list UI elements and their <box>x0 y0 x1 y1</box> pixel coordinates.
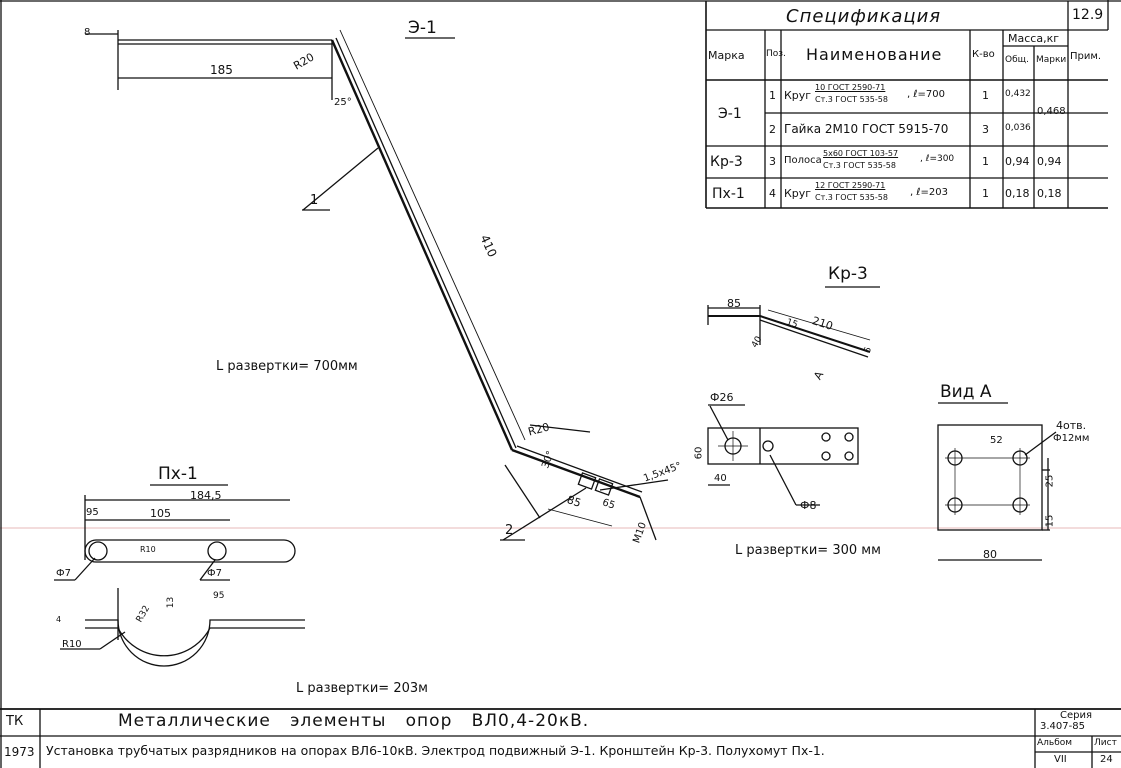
spec-row-poz: 1 <box>769 89 776 102</box>
spec-row-qty: 1 <box>982 155 989 168</box>
view-a-title: Вид А <box>940 382 992 402</box>
view-a-dim-52: 52 <box>990 435 1003 446</box>
e1-dim-185: 185 <box>210 63 233 77</box>
spec-row-mass-total: 0,432 <box>1005 89 1031 99</box>
spec-header-marka: Марка <box>708 49 745 62</box>
title-block-series-label: Серия <box>1060 710 1092 721</box>
kr3-dim-85: 85 <box>727 297 741 310</box>
px1-dim-1845: 184,5 <box>190 489 222 502</box>
spec-row-marka: Кр-3 <box>710 154 743 170</box>
view-a-dim-25: 25 <box>1044 474 1056 488</box>
spec-row-frac-top: 12 ГОСТ 2590-71 <box>815 181 886 190</box>
spec-title: Спецификация <box>786 6 942 27</box>
kr3-title: Кр-3 <box>828 264 868 284</box>
view-a-dim-80: 80 <box>983 548 997 561</box>
title-block-sheet-label: Лист <box>1094 738 1117 748</box>
px1-dim-95b: 95 <box>213 591 225 601</box>
title-block-year: 1973 <box>4 745 35 759</box>
spec-row-mass-total: 0,036 <box>1005 123 1031 133</box>
spec-header-mass-mark: Марки <box>1036 55 1067 65</box>
spec-row-frac-bottom: Ст.3 ГОСТ 535-58 <box>815 95 888 104</box>
px1-dim-4: 4 <box>56 615 62 624</box>
px1-dim-phi7-left: Ф7 <box>56 568 71 579</box>
title-block-series-value: 3.407-85 <box>1040 721 1085 732</box>
e1-pos-2: 2 <box>505 523 514 538</box>
spec-row-length: , ℓ=300 <box>920 154 955 164</box>
sheet-number: 12.9 <box>1072 7 1104 23</box>
spec-row-frac-top: 5х60 ГОСТ 103-57 <box>823 149 899 158</box>
spec-row-qty: 3 <box>982 123 989 136</box>
spec-row-poz: 4 <box>769 187 776 200</box>
spec-row-marka: Э-1 <box>718 106 742 122</box>
spec-row-name: Круг <box>784 187 812 200</box>
kr3-dim-40b: 40 <box>714 473 727 484</box>
kr3-dim-phi26: Ф26 <box>710 391 734 404</box>
kr3-unfold-length: L развертки= 300 мм <box>735 543 881 558</box>
spec-header-mass: Масса,кг <box>1008 32 1059 45</box>
spec-row-name: Полоса <box>784 155 822 166</box>
px1-title: Пх-1 <box>158 464 198 484</box>
spec-row-mass-total: 0,18 <box>1005 187 1030 200</box>
e1-pos-1: 1 <box>310 193 319 208</box>
px1-dim-13: 13 <box>166 596 177 609</box>
spec-row-frac-bottom: Ст.3 ГОСТ 535-58 <box>815 193 888 202</box>
e1-dim-angle: 25° <box>334 97 352 108</box>
title-block-tk: ТК <box>6 714 24 729</box>
spec-row-frac-top: 10 ГОСТ 2590-71 <box>815 83 886 92</box>
px1-dim-95: 95 <box>86 507 99 518</box>
spec-header-note: Прим. <box>1070 51 1102 62</box>
spec-row-name: Гайка 2М10 ГОСТ 5915-70 <box>784 122 949 136</box>
px1-unfold-length: L развертки= 203м <box>296 681 428 696</box>
view-a-holes-count: 4отв. <box>1056 419 1087 432</box>
title-block-sheet-value: 24 <box>1100 754 1113 765</box>
title-block-description: Установка трубчатых разрядников на опора… <box>46 743 825 758</box>
spec-header-mass-total: Общ. <box>1005 55 1029 65</box>
view-a-dim-15: 15 <box>1044 514 1056 528</box>
spec-header-name: Наименование <box>806 45 943 64</box>
spec-header-poz: Поз. <box>766 49 786 59</box>
kr3-dim-phi8: Ф8 <box>800 499 817 512</box>
kr3-dim-60: 60 <box>693 446 705 460</box>
px1-dim-105: 105 <box>150 507 171 520</box>
spec-row-qty: 1 <box>982 187 989 200</box>
spec-row-poz: 2 <box>769 123 776 136</box>
e1-unfold-length: L развертки= 700мм <box>216 359 358 374</box>
title-block-album-value: VII <box>1054 754 1067 765</box>
spec-row-marka: Пх-1 <box>712 186 745 202</box>
px1-dim-r10-bottom: R10 <box>62 639 82 650</box>
view-a-holes-diameter: Ф12мм <box>1053 433 1090 444</box>
title-block-main: Металлические элементы опор ВЛ0,4-20кВ. <box>118 711 590 731</box>
e1-title: Э-1 <box>408 18 437 38</box>
spec-row-mass-mark: 0,468 <box>1037 106 1066 117</box>
spec-row-length: , ℓ=700 <box>907 89 945 100</box>
spec-row-mass-total: 0,94 <box>1005 155 1030 168</box>
spec-row-qty: 1 <box>982 89 989 102</box>
spec-row-mass-mark: 0,94 <box>1037 155 1062 168</box>
px1-dim-phi7-right: Ф7 <box>207 568 222 579</box>
spec-row-name: Круг <box>784 89 812 102</box>
spec-row-poz: 3 <box>769 155 776 168</box>
title-block-album-label: Альбом <box>1037 738 1073 748</box>
spec-header-qty: К-во <box>972 49 995 60</box>
spec-row-length: , ℓ=203 <box>910 187 948 198</box>
spec-row-mass-mark: 0,18 <box>1037 187 1062 200</box>
e1-dim-small: 8 <box>84 27 91 38</box>
px1-dim-r10: R10 <box>140 545 156 554</box>
spec-row-frac-bottom: Ст.3 ГОСТ 535-58 <box>823 161 896 170</box>
